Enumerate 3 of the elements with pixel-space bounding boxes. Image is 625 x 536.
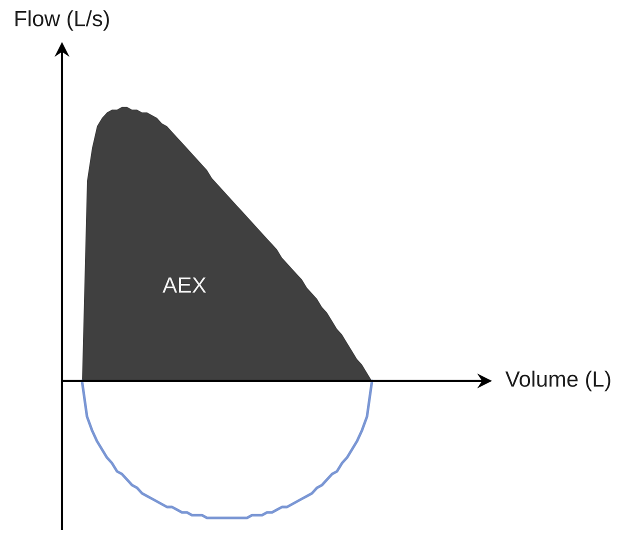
- y-axis-title: Flow (L/s): [16, 10, 109, 31]
- series-label: AEX: [162, 277, 206, 293]
- text: Volume (L): [505, 370, 610, 392]
